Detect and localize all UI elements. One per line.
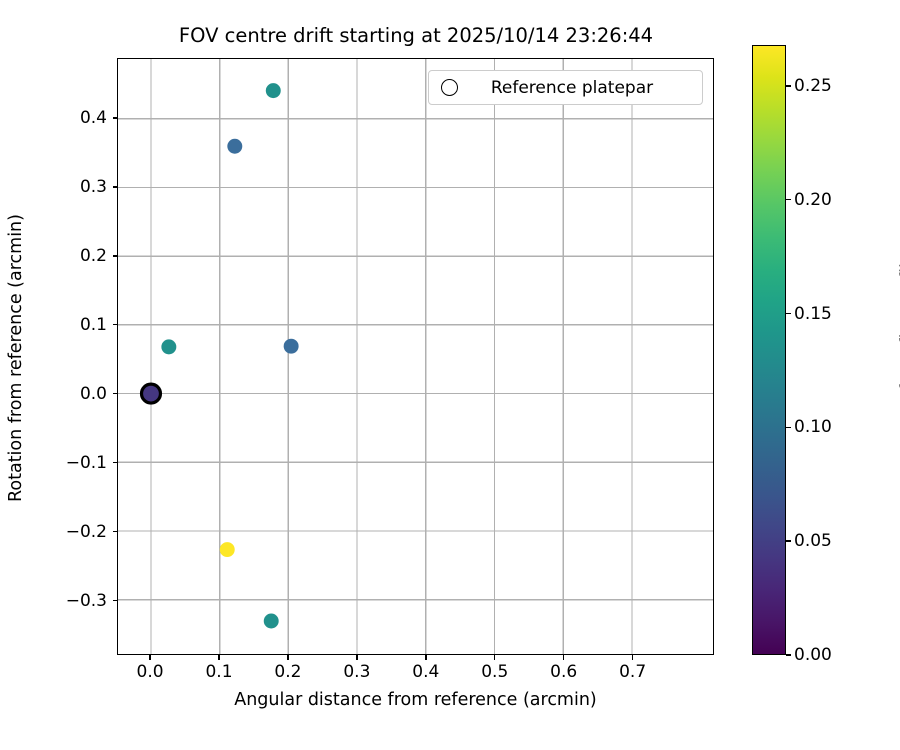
gridlines xyxy=(118,59,713,654)
colorbar-tick-mark xyxy=(786,540,791,542)
colorbar-tick-label: 0.00 xyxy=(794,645,832,665)
reference-platepar-point xyxy=(139,382,163,405)
x-tick-label: 0.5 xyxy=(481,662,509,682)
y-tick-mark xyxy=(112,186,117,188)
y-tick-mark xyxy=(112,530,117,533)
x-axis-label: Angular distance from reference (arcmin) xyxy=(234,690,597,710)
scatter-point xyxy=(227,138,243,154)
scatter-point xyxy=(263,613,279,629)
x-tick-label: 0.6 xyxy=(550,662,578,682)
colorbar xyxy=(752,45,786,655)
y-tick-label: −0.3 xyxy=(65,590,107,611)
x-tick-label: 0.2 xyxy=(274,662,302,682)
colorbar-tick-label: 0.10 xyxy=(794,417,832,438)
legend-entry-label: Reference platepar xyxy=(490,77,654,98)
scatter-point xyxy=(283,338,299,354)
scatter-point xyxy=(161,339,177,355)
legend-box: Reference platepar xyxy=(428,70,703,105)
y-tick-label: −0.1 xyxy=(65,452,107,473)
legend-open-circle-icon xyxy=(441,79,458,96)
x-tick-label: 0.0 xyxy=(136,662,164,682)
y-tick-mark xyxy=(112,255,117,257)
x-tick-label: 0.1 xyxy=(205,662,233,682)
x-tick-mark xyxy=(287,655,289,660)
y-tick-label: 0.1 xyxy=(79,314,107,335)
scatter-point xyxy=(219,542,235,558)
y-tick-label: 0.0 xyxy=(79,383,107,404)
x-tick-mark xyxy=(356,655,358,660)
colorbar-tick-label: 0.05 xyxy=(794,531,832,552)
y-tick-label: −0.2 xyxy=(65,521,107,542)
x-tick-mark xyxy=(218,655,220,660)
colorbar-tick-label: 0.15 xyxy=(794,303,832,324)
x-tick-mark xyxy=(563,655,565,660)
colorbar-tick-mark xyxy=(786,199,791,201)
y-tick-mark xyxy=(112,117,117,119)
scatter-point xyxy=(265,83,281,99)
colorbar-tick-mark xyxy=(786,426,791,429)
y-tick-label: 0.3 xyxy=(79,176,107,197)
scatter-points-layer xyxy=(139,83,299,629)
x-tick-mark xyxy=(425,655,427,660)
y-tick-label: 0.2 xyxy=(79,245,107,266)
y-tick-mark xyxy=(112,461,117,464)
y-tick-mark xyxy=(112,324,117,326)
colorbar-tick-label: 0.20 xyxy=(794,189,832,210)
colorbar-tick-mark xyxy=(786,85,791,87)
y-tick-mark xyxy=(112,393,117,395)
x-tick-label: 0.7 xyxy=(619,662,647,682)
colorbar-gradient xyxy=(752,45,786,655)
y-tick-label: 0.4 xyxy=(79,107,107,128)
x-tick-mark xyxy=(149,655,151,660)
chart-title: FOV centre drift starting at 2025/10/14 … xyxy=(178,24,654,47)
y-tick-mark xyxy=(112,599,117,602)
x-tick-label: 0.3 xyxy=(343,662,371,682)
x-tick-mark xyxy=(631,655,634,660)
colorbar-tick-mark xyxy=(786,654,791,656)
x-tick-mark xyxy=(494,655,496,660)
colorbar-tick-mark xyxy=(786,312,791,315)
x-tick-label: 0.4 xyxy=(412,662,440,682)
y-axis-label: Rotation from reference (arcmin) xyxy=(6,214,26,502)
plot-axes-area xyxy=(117,58,714,655)
colorbar-tick-label: 0.25 xyxy=(794,75,832,96)
